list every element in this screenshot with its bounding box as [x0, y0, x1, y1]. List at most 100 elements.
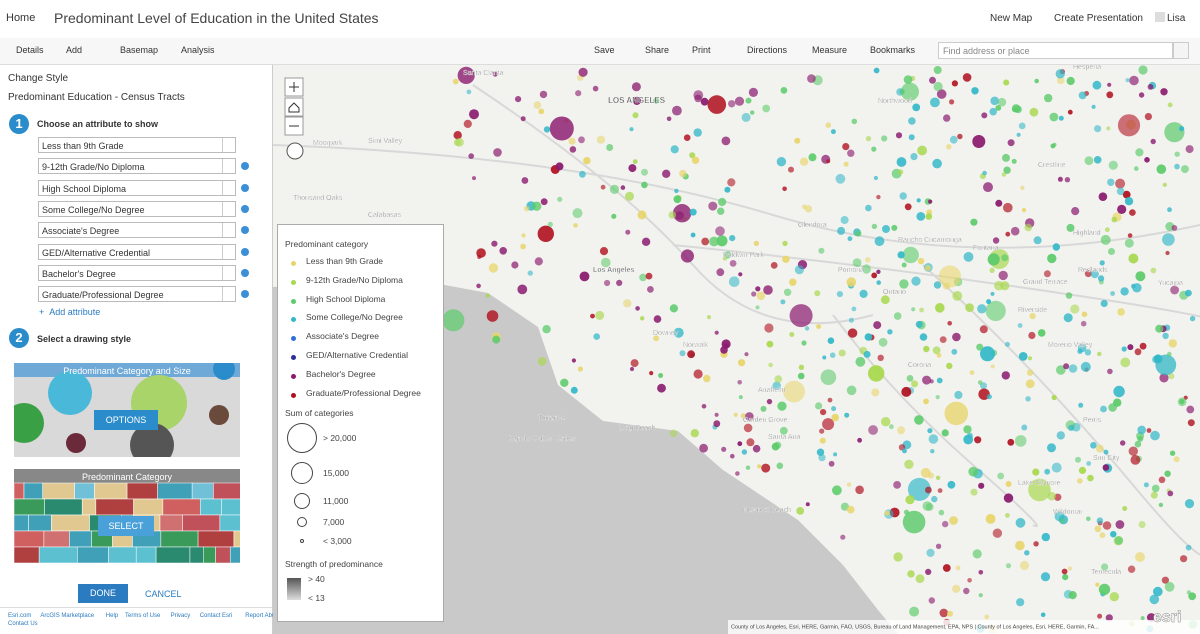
map-dot: [452, 78, 459, 85]
toolbar-button[interactable]: Details: [16, 45, 44, 55]
map-dot: [1062, 574, 1069, 581]
search-button[interactable]: [1173, 42, 1189, 59]
map-dot: [1098, 275, 1105, 282]
footer-link[interactable]: Contact Us: [8, 621, 38, 627]
map-dot: [741, 112, 751, 122]
remove-attribute[interactable]: [241, 162, 249, 171]
toolbar-button[interactable]: Print: [692, 45, 711, 55]
toolbar-button[interactable]: Measure: [812, 45, 848, 55]
place-label: Crestline: [1038, 162, 1066, 169]
map-dot: [938, 509, 945, 516]
map-dot: [1137, 425, 1146, 435]
treemap-cell: [197, 530, 235, 548]
map-title: Predominant Level of Education in the Un…: [54, 10, 379, 26]
toolbar-button[interactable]: Basemap: [120, 45, 159, 55]
remove-attribute[interactable]: [241, 247, 249, 256]
map-dot: [855, 230, 862, 237]
map-dot: [616, 279, 623, 286]
attribute-select[interactable]: 9-12th Grade/No Diploma: [38, 158, 236, 175]
map-dot: [1134, 166, 1139, 171]
map-dot: [876, 194, 881, 200]
done-button[interactable]: DONE: [78, 584, 128, 603]
attribute-select[interactable]: Associate's Degree: [38, 222, 236, 239]
map-dot: [881, 135, 888, 142]
footer-link[interactable]: Esri.com: [8, 613, 32, 619]
treemap-cell: [159, 514, 183, 532]
map-dot: [560, 378, 569, 387]
options-button[interactable]: OPTIONS: [94, 410, 158, 430]
footer-link[interactable]: Contact Esri: [199, 613, 233, 619]
toolbar-button[interactable]: Directions: [747, 45, 788, 55]
attribute-select[interactable]: Bachelor's Degree: [38, 264, 236, 281]
footer-link[interactable]: Report Abuse: [245, 613, 282, 619]
footer-link[interactable]: ArcGIS Marketplace: [40, 613, 95, 619]
map-dot: [910, 153, 918, 161]
map-dot: [491, 240, 498, 247]
place-label: Highland: [1073, 230, 1101, 237]
attribute-select[interactable]: High School Diploma: [38, 179, 236, 196]
map-dot: [859, 289, 868, 298]
map-dot: [1002, 153, 1010, 162]
map-dot: [903, 75, 913, 84]
attribute-select[interactable]: Some College/No Degree: [38, 200, 236, 217]
map-dot: [751, 291, 757, 297]
esri-logo: esri: [1153, 609, 1181, 626]
map-dot: [842, 143, 850, 151]
attribute-select[interactable]: GED/Alternative Credential: [38, 243, 236, 260]
map-dot: [936, 352, 942, 358]
select-button[interactable]: SELECT: [98, 516, 154, 536]
divider: [0, 607, 272, 608]
map-dot: [831, 413, 839, 422]
footer-link[interactable]: Terms of Use: [125, 613, 161, 619]
home[interactable]: Home: [6, 12, 36, 24]
road: [922, 264, 1200, 556]
map-dot: [714, 412, 719, 417]
map-dot: [689, 208, 697, 216]
map-dot: [571, 358, 576, 363]
map-dot: [625, 229, 631, 235]
search-box[interactable]: Find address or place: [938, 42, 1173, 59]
map-dot: [1147, 84, 1154, 90]
footer-link[interactable]: Help: [105, 613, 119, 619]
toolbar-button[interactable]: Share: [645, 45, 670, 55]
place-label: Glendora: [798, 222, 827, 229]
map-dot: [517, 284, 528, 295]
map-dot: [818, 454, 826, 462]
footer-link[interactable]: Privacy: [170, 613, 191, 619]
remove-attribute[interactable]: [241, 268, 249, 277]
style-card[interactable]: [14, 363, 240, 457]
treemap-cell: [14, 498, 45, 516]
map-dot: [923, 345, 930, 353]
remove-attribute[interactable]: [241, 183, 249, 192]
size-circle: [300, 539, 304, 543]
place-label: Santa Ana: [768, 434, 800, 441]
user[interactable]: Lisa: [1167, 13, 1186, 24]
toolbar-button[interactable]: Bookmarks: [870, 45, 916, 55]
map-dot: [794, 265, 805, 275]
attribute-select[interactable]: Less than 9th Grade: [38, 137, 236, 153]
place-label: Baldwin Park: [723, 252, 764, 259]
map-dot: [938, 265, 962, 288]
remove-attribute[interactable]: [241, 290, 249, 299]
map-dot: [728, 276, 740, 287]
map-dot: [1037, 329, 1046, 337]
new-map[interactable]: New Map: [990, 13, 1033, 24]
map-dot: [929, 76, 936, 84]
remove-attribute[interactable]: [241, 204, 249, 213]
attribute-select[interactable]: Graduate/Professional Degree: [38, 286, 236, 303]
create-presentation[interactable]: Create Presentation: [1054, 13, 1143, 24]
map-dot: [492, 335, 501, 344]
map-dot: [980, 346, 995, 362]
map-dot: [1121, 346, 1127, 352]
add-attribute[interactable]: + Add attribute: [39, 307, 101, 317]
remove-attribute[interactable]: [241, 226, 249, 235]
add-attribute-text[interactable]: Add attribute: [49, 307, 101, 317]
toolbar-button[interactable]: Analysis: [181, 45, 215, 55]
map-dot: [1155, 324, 1164, 333]
map-dot: [641, 181, 648, 189]
toolbar-button[interactable]: Save: [594, 45, 615, 55]
cancel-button[interactable]: CANCEL: [145, 589, 182, 599]
map-dot: [1061, 568, 1068, 575]
map-dot: [986, 394, 992, 400]
toolbar-button[interactable]: Add: [66, 45, 83, 55]
